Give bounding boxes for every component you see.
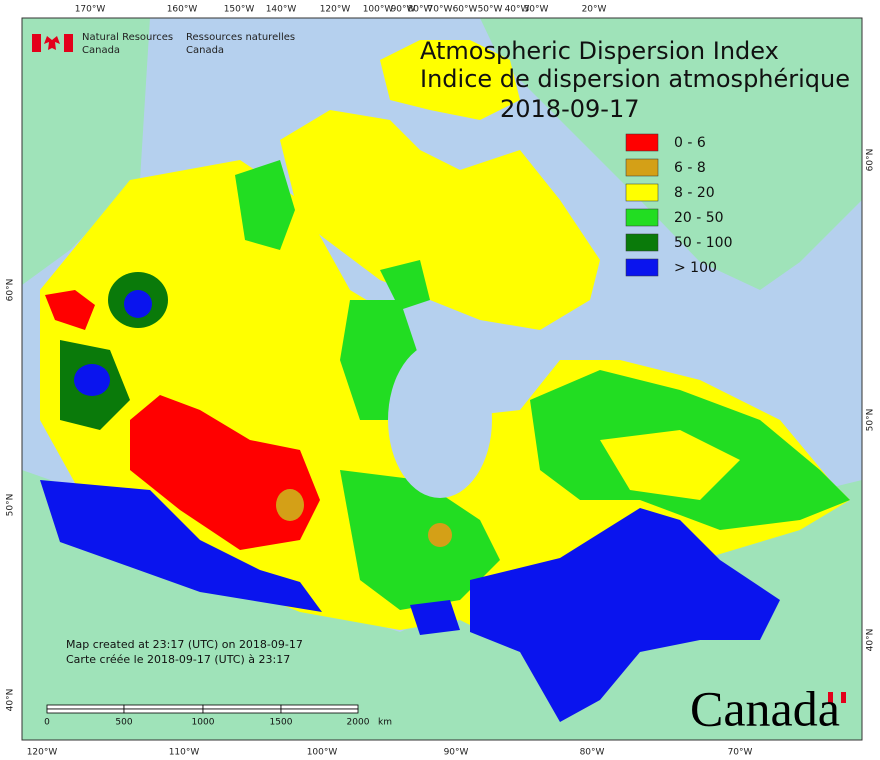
title-date: 2018-09-17: [500, 95, 639, 123]
red-zone: [130, 395, 320, 550]
map-frame: [21, 17, 863, 741]
longitude-label: 120°W: [320, 5, 351, 15]
blue-zone: [124, 290, 152, 318]
legend-swatch: [625, 183, 659, 202]
arctic-islands: [280, 110, 600, 330]
longitude-label: 20°W: [582, 5, 607, 15]
maple-leaf: [44, 36, 60, 50]
longitude-label: 80°W: [408, 5, 433, 15]
flag-band: [841, 692, 846, 703]
flag-band: [32, 34, 41, 52]
longitude-label: 70°W: [428, 5, 453, 15]
alaska: [22, 18, 150, 285]
scale-segment: [280, 704, 359, 710]
wordmark-group: Canada: [690, 680, 846, 736]
greenland: [480, 18, 862, 290]
legend-swatch: [625, 133, 659, 152]
flag-band: [64, 34, 73, 52]
scale-segment: [280, 708, 359, 714]
longitude-label: 110°W: [169, 748, 200, 758]
longitude-label: 80°W: [580, 748, 605, 758]
longitude-label: 60°W: [453, 5, 478, 15]
agency-fr: Ressources naturelles: [186, 32, 295, 43]
scale-label: 1000: [192, 718, 215, 728]
legend-swatch: [625, 258, 659, 277]
flag-band: [828, 692, 833, 703]
longitude-label: 70°W: [728, 748, 753, 758]
legend-label: 0 - 6: [674, 135, 706, 151]
scale-segment: [123, 708, 204, 714]
hudson-bay: [388, 342, 492, 498]
legend-swatch: [625, 208, 659, 227]
wordmark: Canada: [690, 680, 840, 736]
longitude-label: 50°W: [478, 5, 503, 15]
latitude-label: 50°N: [866, 409, 876, 432]
legend-label: > 100: [674, 260, 717, 276]
latitude-label: 50°N: [6, 494, 16, 517]
longitude-label: 120°W: [27, 748, 58, 758]
scale-unit: km: [378, 718, 392, 728]
latitude-label: 40°N: [6, 689, 16, 712]
blue-zone: [74, 364, 110, 396]
title-fr: Indice de dispersion atmosphérique: [420, 65, 850, 93]
agency-en: Natural Resources: [82, 32, 173, 43]
legend-label: 50 - 100: [674, 235, 733, 251]
agency-en: Canada: [82, 45, 120, 56]
logo: Natural Resources Canada Ressources natu…: [32, 32, 295, 56]
latitude-label: 40°N: [866, 629, 876, 652]
longitude-label: 100°W: [307, 748, 338, 758]
scale-label: 2000: [347, 718, 370, 728]
scale-segment: [123, 704, 204, 710]
note: Map created at 23:17 (UTC) on 2018-09-17: [66, 638, 303, 651]
latitude-label: 60°N: [866, 149, 876, 172]
agency-fr: Canada: [186, 45, 224, 56]
scale-segment: [202, 708, 282, 714]
legend-label: 8 - 20: [674, 185, 715, 201]
legend-swatch: [625, 158, 659, 177]
legend-swatch: [625, 233, 659, 252]
ellesmere-island: [380, 40, 520, 120]
graticule-labels: 170°W 160°W 150°W 140°W 120°W 100°W90°W80°W70…: [6, 5, 876, 758]
longitude-label: 30°W: [524, 5, 549, 15]
blue-zone: [470, 508, 780, 722]
scale-segment: [46, 708, 125, 714]
yellow-zone: [600, 430, 740, 500]
orange-zone: [276, 489, 304, 521]
green-zone: [340, 470, 500, 610]
scale-label: 500: [115, 718, 132, 728]
latitude-label: 60°N: [6, 279, 16, 302]
legend-label: 6 - 8: [674, 160, 706, 176]
scale-label: 0: [44, 718, 50, 728]
scale-bar: 0 500 1000 1500 2000 km: [44, 704, 392, 728]
orange-zone: [428, 523, 452, 547]
legend: 0 - 6 6 - 8 8 - 20 20 - 50 50 - 100 > 100: [625, 133, 733, 277]
note: Carte créée le 2018-09-17 (UTC) à 23:17: [66, 653, 290, 666]
blue-zone: [410, 600, 460, 635]
longitude-label: 40°W: [505, 5, 530, 15]
scale-label: 1500: [270, 718, 293, 728]
longitude-label: 150°W: [224, 5, 255, 15]
longitude-label: 100°W: [363, 5, 394, 15]
green-zone: [235, 160, 295, 250]
longitude-label: 170°W: [75, 5, 106, 15]
longitude-label: 160°W: [167, 5, 198, 15]
longitude-label: 90°W: [391, 5, 416, 15]
red-zone: [45, 290, 95, 330]
blue-zone: [40, 480, 322, 612]
green-zone: [380, 260, 430, 310]
longitude-label: 90°W: [444, 748, 469, 758]
scale-segment: [202, 704, 282, 710]
longitude-label: 140°W: [266, 5, 297, 15]
map-border: [21, 17, 863, 741]
scale-segment: [46, 704, 125, 710]
legend-label: 20 - 50: [674, 210, 724, 226]
title-en: Atmospheric Dispersion Index: [420, 37, 779, 65]
